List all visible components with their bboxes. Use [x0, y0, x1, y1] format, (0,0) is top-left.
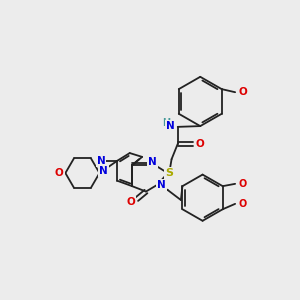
Text: N: N	[166, 121, 175, 131]
Text: S: S	[165, 168, 173, 178]
Text: O: O	[239, 179, 247, 189]
Text: N: N	[99, 166, 108, 176]
Text: N: N	[157, 180, 166, 190]
Text: O: O	[239, 199, 247, 209]
Text: N: N	[97, 156, 105, 166]
Text: O: O	[55, 168, 64, 178]
Text: H: H	[162, 118, 170, 128]
Text: O: O	[126, 197, 135, 207]
Text: O: O	[238, 87, 247, 97]
Text: N: N	[148, 157, 157, 166]
Text: O: O	[196, 139, 205, 149]
